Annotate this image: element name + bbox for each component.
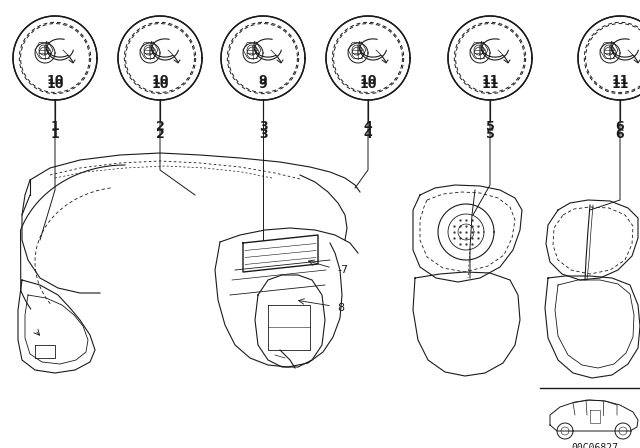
Text: 00C06827: 00C06827: [572, 443, 618, 448]
Text: 10: 10: [151, 73, 169, 86]
Text: 10: 10: [46, 73, 64, 86]
Text: 11: 11: [611, 78, 628, 90]
Text: 5: 5: [486, 120, 494, 133]
Text: 10: 10: [359, 78, 377, 90]
Text: 1: 1: [51, 120, 60, 133]
Text: 11: 11: [611, 73, 628, 86]
Text: 3: 3: [259, 128, 268, 141]
Text: 8: 8: [337, 303, 344, 313]
Text: 10: 10: [359, 73, 377, 86]
Text: 11: 11: [481, 73, 499, 86]
Text: 10: 10: [46, 78, 64, 90]
Text: 6: 6: [616, 120, 624, 133]
Text: 10: 10: [151, 78, 169, 90]
Text: 2: 2: [156, 128, 164, 141]
Text: 1: 1: [51, 128, 60, 141]
Text: 4: 4: [364, 120, 372, 133]
Text: 6: 6: [616, 128, 624, 141]
Text: 9: 9: [259, 78, 268, 90]
Text: 11: 11: [481, 78, 499, 90]
Text: 3: 3: [259, 120, 268, 133]
Text: 2: 2: [156, 120, 164, 133]
Text: 5: 5: [486, 128, 494, 141]
Text: 9: 9: [259, 73, 268, 86]
Text: 4: 4: [364, 128, 372, 141]
Text: -7: -7: [337, 265, 348, 275]
